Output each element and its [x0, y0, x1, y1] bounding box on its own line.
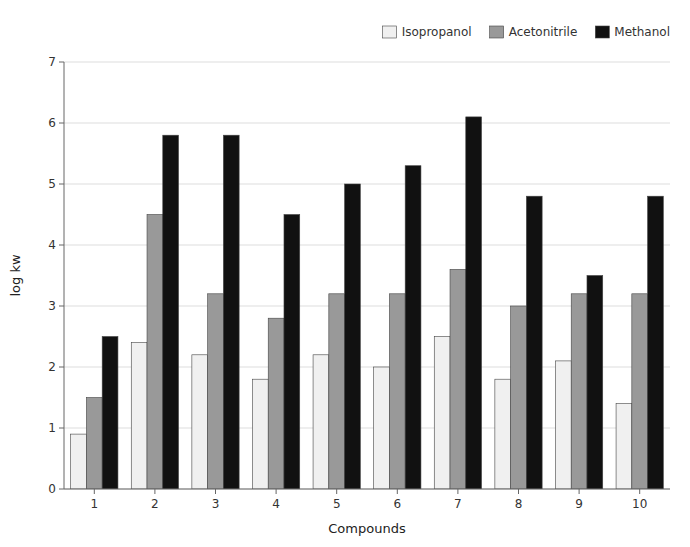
bars — [71, 117, 664, 489]
x-axis: 1 2 3 4 5 6 7 8 9 10 — [64, 489, 670, 511]
grid-line — [64, 62, 670, 63]
bar — [374, 367, 390, 489]
y-tick — [59, 367, 64, 368]
x-tick — [579, 489, 580, 494]
y-tick — [59, 62, 64, 63]
bar — [71, 434, 87, 489]
y-tick-label: 4 — [48, 238, 56, 252]
x-tick-label: 7 — [454, 497, 462, 511]
y-tick — [59, 428, 64, 429]
x-tick-label: 6 — [393, 497, 401, 511]
grid-line — [64, 184, 670, 185]
bar — [208, 294, 224, 489]
x-tick-label: 8 — [515, 497, 523, 511]
y-tick — [59, 184, 64, 185]
y-axis: 0 1 2 3 4 5 6 7 — [48, 55, 670, 496]
bar — [389, 294, 405, 489]
y-tick-label: 1 — [48, 421, 56, 435]
bar — [147, 215, 163, 490]
chart: 0 1 2 3 4 5 6 7 1 2 3 4 5 6 7 8 9 10 Compounds log kw Isopro… — [0, 0, 690, 547]
x-tick-label: 1 — [90, 497, 98, 511]
y-tick-label: 0 — [48, 482, 56, 496]
x-tick-label: 2 — [151, 497, 159, 511]
bar — [495, 379, 511, 489]
bar — [511, 306, 527, 489]
bar — [313, 355, 329, 489]
bar — [466, 117, 482, 489]
x-tick — [639, 489, 640, 494]
x-tick — [397, 489, 398, 494]
bar — [405, 166, 421, 489]
bar — [192, 355, 208, 489]
bar — [587, 276, 603, 490]
y-tick-label: 5 — [48, 177, 56, 191]
bar — [329, 294, 345, 489]
bar — [434, 337, 450, 490]
legend: Isopropanol Acetonitrile Methanol — [383, 25, 670, 39]
bar — [102, 337, 118, 490]
legend-item: Isopropanol — [383, 25, 472, 39]
legend-swatch — [383, 26, 397, 38]
x-tick-label: 4 — [272, 497, 280, 511]
x-axis-label: Compounds — [328, 521, 406, 536]
bar — [268, 318, 284, 489]
y-tick — [59, 123, 64, 124]
bar — [223, 135, 239, 489]
bar — [632, 294, 648, 489]
y-tick — [59, 245, 64, 246]
grid-line — [64, 123, 670, 124]
y-tick-label: 6 — [48, 116, 56, 130]
y-tick-label: 3 — [48, 299, 56, 313]
y-tick — [59, 489, 64, 490]
bar — [616, 404, 632, 489]
legend-swatch — [595, 26, 609, 38]
y-tick — [59, 306, 64, 307]
bar — [86, 398, 102, 490]
x-tick-label: 10 — [632, 497, 647, 511]
x-tick — [457, 489, 458, 494]
y-tick-label: 2 — [48, 360, 56, 374]
bar — [131, 343, 147, 489]
legend-item: Methanol — [595, 25, 670, 39]
bar — [450, 269, 466, 489]
legend-label: Methanol — [614, 25, 670, 39]
legend-label: Acetonitrile — [509, 25, 578, 39]
y-axis-line — [64, 62, 65, 489]
bar — [163, 135, 179, 489]
x-tick-label: 3 — [212, 497, 220, 511]
x-tick — [276, 489, 277, 494]
x-tick-label: 9 — [575, 497, 583, 511]
y-axis-label: log kw — [8, 254, 23, 296]
bar — [345, 184, 361, 489]
x-tick — [336, 489, 337, 494]
bar — [284, 215, 300, 490]
x-tick — [94, 489, 95, 494]
legend-label: Isopropanol — [402, 25, 472, 39]
bar — [571, 294, 587, 489]
bar — [648, 196, 664, 489]
bar — [526, 196, 542, 489]
bar — [555, 361, 571, 489]
legend-item: Acetonitrile — [490, 25, 578, 39]
x-tick-label: 5 — [333, 497, 341, 511]
legend-swatch — [490, 26, 504, 38]
x-tick — [215, 489, 216, 494]
bar — [252, 379, 268, 489]
x-tick — [518, 489, 519, 494]
y-tick-label: 7 — [48, 55, 56, 69]
x-tick — [154, 489, 155, 494]
